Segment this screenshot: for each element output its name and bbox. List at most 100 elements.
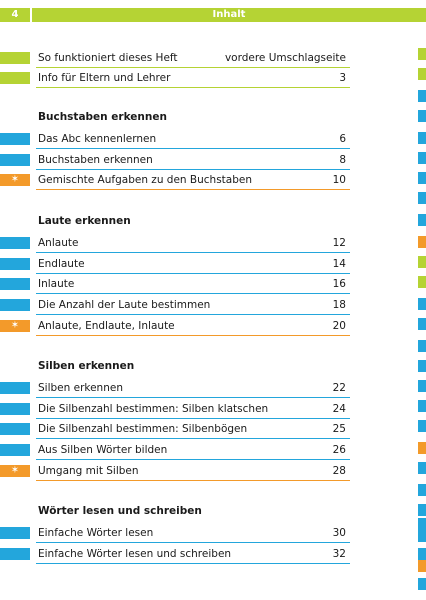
toc-row[interactable]: ✶ Gemischte Aufgaben zu den Buchstaben 10 xyxy=(0,170,350,191)
toc-row-page: 22 xyxy=(332,382,346,394)
toc-row-page: 20 xyxy=(332,319,346,332)
row-underline xyxy=(36,148,350,149)
row-underline xyxy=(36,272,350,274)
toc-row[interactable]: Einfache Wörter lesen und schreiben 32 xyxy=(0,544,350,564)
side-tab xyxy=(418,420,426,432)
row-underline xyxy=(36,459,350,461)
toc-row[interactable]: Einfache Wörter lesen 30 xyxy=(0,523,350,543)
toc-row-label: Die Anzahl der Laute bestimmen xyxy=(38,299,211,312)
side-tab xyxy=(418,462,426,474)
side-tab xyxy=(418,132,426,144)
row-underline xyxy=(36,417,350,419)
header-divider xyxy=(30,8,32,22)
toc-row-label: Gemischte Aufgaben zu den Buchstaben xyxy=(38,174,253,187)
row-underline xyxy=(36,252,350,253)
side-tab xyxy=(418,48,426,60)
section-heading: Buchstaben erkennen xyxy=(38,111,167,123)
toc-row-page: 16 xyxy=(332,278,346,291)
side-tab xyxy=(418,318,426,330)
toc-row-page: 12 xyxy=(332,237,346,249)
toc-row-label: Die Silbenzahl bestimmen: Silben klatsch… xyxy=(38,402,269,415)
row-marker xyxy=(0,237,30,249)
toc-row[interactable]: Das Abc kennenlernen 6 xyxy=(0,129,350,149)
toc-row-label: Buchstaben erkennen xyxy=(38,153,153,166)
toc-row-label: Anlaute xyxy=(38,237,79,249)
row-marker xyxy=(0,153,30,166)
row-marker xyxy=(0,133,30,145)
side-tab xyxy=(418,380,426,392)
side-tab xyxy=(418,400,426,412)
toc-row-label: Das Abc kennenlernen xyxy=(38,133,157,145)
toc-row[interactable]: ✶ Anlaute, Endlaute, Inlaute 20 xyxy=(0,316,350,336)
toc-row-page: 32 xyxy=(332,547,346,560)
row-underline xyxy=(36,334,350,336)
side-tab xyxy=(418,548,426,560)
toc-row[interactable]: Silben erkennen 22 xyxy=(0,378,350,398)
toc-row-page: 10 xyxy=(332,174,346,187)
toc-row-page: vordere Umschlagseite xyxy=(224,52,346,64)
toc-row-page: 14 xyxy=(332,257,346,270)
star-marker-icon: ✶ xyxy=(0,464,30,477)
toc-row-page: 24 xyxy=(332,402,346,415)
side-tab xyxy=(418,484,426,496)
toc-row-label: Einfache Wörter lesen xyxy=(38,527,154,539)
section-heading: Wörter lesen und schreiben xyxy=(38,505,202,517)
side-tab xyxy=(418,560,426,572)
toc-row[interactable]: Die Anzahl der Laute bestimmen 18 xyxy=(0,295,350,316)
page-title: Inhalt xyxy=(212,9,246,20)
row-underline xyxy=(36,87,350,88)
page-number: 4 xyxy=(11,9,19,20)
side-tab xyxy=(418,442,426,454)
toc-row-label: Die Silbenzahl bestimmen: Silbenbögen xyxy=(38,423,248,436)
toc-row-label: Aus Silben Wörter bilden xyxy=(38,444,168,457)
toc-row[interactable]: Info für Eltern und Lehrer 3 xyxy=(0,68,350,88)
toc-row-label: Einfache Wörter lesen und schreiben xyxy=(38,547,232,560)
toc-row-page: 28 xyxy=(332,464,346,477)
row-marker xyxy=(0,423,30,436)
row-underline xyxy=(36,479,350,481)
toc-row-page: 6 xyxy=(339,133,346,145)
toc-row-page: 26 xyxy=(332,444,346,457)
side-tab xyxy=(418,340,426,352)
toc-row-page: 18 xyxy=(332,299,346,312)
row-marker xyxy=(0,299,30,312)
side-tab xyxy=(418,236,426,248)
side-tab xyxy=(418,530,426,542)
side-tab xyxy=(418,110,426,122)
row-marker xyxy=(0,527,30,539)
toc-row-label: Umgang mit Silben xyxy=(38,464,139,477)
toc-row[interactable]: Endlaute 14 xyxy=(0,254,350,274)
toc-row-label: Anlaute, Endlaute, Inlaute xyxy=(38,319,175,332)
toc-row[interactable]: Anlaute 12 xyxy=(0,233,350,253)
side-tab xyxy=(418,518,426,530)
toc-row-label: So funktioniert dieses Heft xyxy=(38,52,178,64)
toc-row[interactable]: Inlaute 16 xyxy=(0,274,350,295)
toc-row-page: 30 xyxy=(332,527,346,539)
row-underline xyxy=(36,562,350,564)
row-marker xyxy=(0,382,30,394)
toc-row[interactable]: Die Silbenzahl bestimmen: Silbenbögen 25 xyxy=(0,419,350,440)
toc-row-page: 8 xyxy=(339,153,346,166)
toc-row[interactable]: ✶ Umgang mit Silben 28 xyxy=(0,461,350,481)
toc-row[interactable]: Aus Silben Wörter bilden 26 xyxy=(0,440,350,461)
row-marker xyxy=(0,278,30,291)
row-underline xyxy=(36,438,350,440)
section-heading: Laute erkennen xyxy=(38,215,131,227)
row-marker xyxy=(0,547,30,560)
toc-row[interactable]: Die Silbenzahl bestimmen: Silben klatsch… xyxy=(0,399,350,419)
toc-row[interactable]: So funktioniert dieses Heft vordere Umsch… xyxy=(0,48,350,68)
row-marker xyxy=(0,444,30,457)
row-underline xyxy=(36,293,350,295)
side-tab xyxy=(418,214,426,226)
row-underline xyxy=(36,67,350,68)
toc-row[interactable]: Buchstaben erkennen 8 xyxy=(0,150,350,170)
toc-row-page: 25 xyxy=(332,423,346,436)
toc-row-label: Info für Eltern und Lehrer xyxy=(38,72,171,84)
side-tab xyxy=(418,192,426,204)
star-marker-icon: ✶ xyxy=(0,174,30,187)
section-heading: Silben erkennen xyxy=(38,360,135,372)
toc-row-label: Inlaute xyxy=(38,278,75,291)
row-underline xyxy=(36,542,350,543)
side-tab xyxy=(418,152,426,164)
